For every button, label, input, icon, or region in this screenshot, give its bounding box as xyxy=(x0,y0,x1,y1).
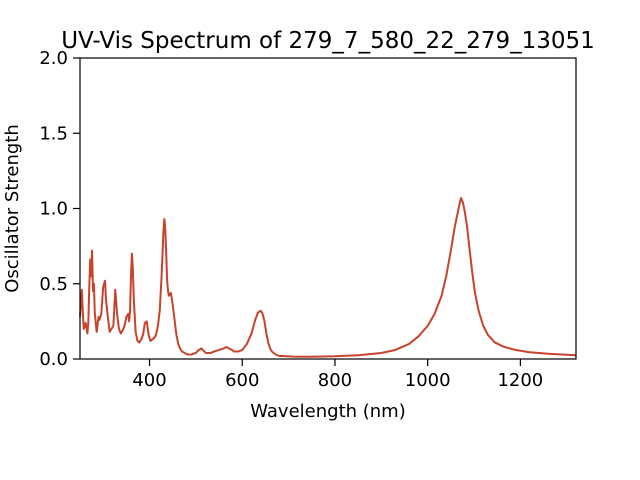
y-tick-label: 1.5 xyxy=(39,123,68,144)
chart-title: UV-Vis Spectrum of 279_7_580_22_279_1305… xyxy=(61,28,595,54)
x-axis-label: Wavelength (nm) xyxy=(250,401,406,422)
x-tick-label: 400 xyxy=(132,370,166,391)
y-axis-label: Oscillator Strength xyxy=(2,124,23,293)
y-axis-ticks: 0.0 0.5 1.0 1.5 2.0 xyxy=(39,48,80,370)
spectrum-line xyxy=(79,196,577,358)
y-tick-label: 0.0 xyxy=(39,349,68,370)
plot-area xyxy=(79,196,577,358)
x-axis-ticks: 400 600 800 1000 1200 xyxy=(132,359,543,391)
x-tick-label: 800 xyxy=(318,370,352,391)
y-tick-label: 1.0 xyxy=(39,199,68,220)
plot-frame xyxy=(79,57,577,360)
x-tick-label: 1000 xyxy=(405,370,451,391)
y-tick-label: 0.5 xyxy=(39,274,68,295)
x-tick-label: 1200 xyxy=(497,370,543,391)
x-tick-label: 600 xyxy=(225,370,259,391)
y-tick-label: 2.0 xyxy=(39,48,68,69)
